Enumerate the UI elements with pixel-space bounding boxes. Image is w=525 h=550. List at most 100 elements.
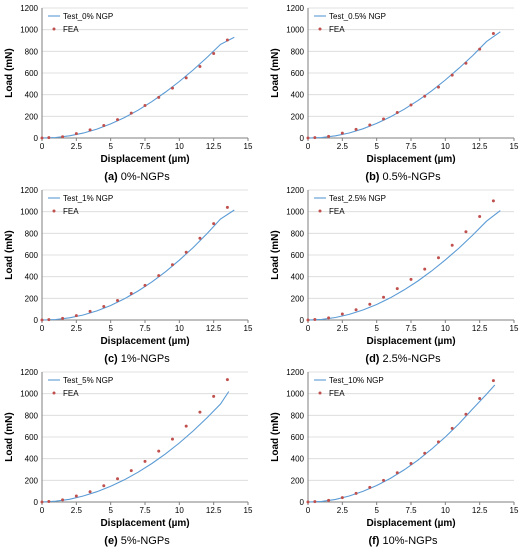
y-tick-label: 1200 <box>286 4 304 13</box>
y-tick-label: 600 <box>291 433 305 442</box>
data-point-fea <box>464 230 468 234</box>
data-point-fea <box>47 136 51 140</box>
panel-caption: (c) 1%-NGPs <box>104 353 170 365</box>
data-point-fea <box>198 410 202 414</box>
data-point-fea <box>88 309 92 313</box>
data-point-fea <box>313 317 317 321</box>
y-tick-label: 0 <box>300 498 305 507</box>
data-point-fea <box>368 123 372 127</box>
series-line-test <box>307 210 501 321</box>
data-point-fea <box>409 277 413 281</box>
legend-point-swatch <box>318 209 322 213</box>
data-point-fea <box>409 103 413 107</box>
y-tick-label: 1000 <box>20 390 38 399</box>
data-point-fea <box>184 76 188 80</box>
panel-caption: (d) 2.5%-NGPs <box>365 353 441 365</box>
data-point-fea <box>198 236 202 240</box>
x-tick-label: 12.5 <box>206 506 222 515</box>
data-point-fea <box>129 469 133 473</box>
x-tick-label: 7.5 <box>139 142 151 151</box>
data-point-fea <box>170 437 174 441</box>
x-tick-label: 12.5 <box>472 142 488 151</box>
data-point-fea <box>423 267 427 271</box>
x-tick-label: 0 <box>40 324 45 333</box>
y-tick-label: 400 <box>291 455 305 464</box>
x-axis-title: Displacement (µm) <box>100 336 189 347</box>
data-point-fea <box>368 485 372 489</box>
data-point-fea <box>47 318 51 322</box>
data-point-fea <box>157 274 161 278</box>
legend-point-swatch <box>52 27 56 31</box>
data-point-fea <box>306 500 310 504</box>
caption-text: 0.5%-NGPs <box>379 171 441 183</box>
x-tick-label: 5 <box>108 142 113 151</box>
series-line-test <box>41 391 230 503</box>
data-point-fea <box>409 462 413 466</box>
x-tick-label: 12.5 <box>472 324 488 333</box>
x-tick-label: 10 <box>441 142 450 151</box>
legend-label-test: Test_0% NGP <box>63 12 113 21</box>
y-axis-title: Load (mN) <box>270 230 281 279</box>
legend-label-test: Test_10% NGP <box>329 376 384 385</box>
data-point-fea <box>436 256 440 260</box>
caption-label: (b) <box>365 171 379 183</box>
x-tick-label: 0 <box>306 324 311 333</box>
data-point-fea <box>61 316 65 320</box>
y-tick-label: 600 <box>25 69 39 78</box>
series-line-test <box>41 209 235 321</box>
data-point-fea <box>212 222 216 226</box>
y-tick-label: 800 <box>25 411 39 420</box>
y-tick-label: 400 <box>25 455 39 464</box>
legend-point-swatch <box>318 27 322 31</box>
data-point-fea <box>88 490 92 494</box>
y-tick-label: 600 <box>25 433 39 442</box>
y-axis-title: Load (mN) <box>4 412 15 461</box>
x-axis-title: Displacement (µm) <box>100 518 189 529</box>
series-line-test <box>41 36 235 139</box>
caption-label: (f) <box>368 535 379 547</box>
data-point-fea <box>327 316 331 320</box>
series-line-test <box>307 384 496 503</box>
caption-text: 5%-NGPs <box>118 535 170 547</box>
caption-text: 1%-NGPs <box>118 353 170 365</box>
panel-caption: (b) 0.5%-NGPs <box>365 171 441 183</box>
y-tick-label: 1200 <box>286 186 304 195</box>
y-tick-label: 1200 <box>20 186 38 195</box>
data-point-fea <box>116 299 120 302</box>
data-point-fea <box>184 250 188 254</box>
y-axis-title: Load (mN) <box>4 230 15 279</box>
data-point-fea <box>61 498 65 502</box>
data-point-fea <box>395 287 399 291</box>
caption-text: 2.5%-NGPs <box>379 353 441 365</box>
data-point-fea <box>423 94 427 98</box>
data-point-fea <box>88 128 92 132</box>
x-axis-title: Displacement (µm) <box>366 336 455 347</box>
x-tick-label: 7.5 <box>405 506 417 515</box>
caption-text: 0%-NGPs <box>118 171 170 183</box>
panel-caption: (f) 10%-NGPs <box>368 535 438 547</box>
x-tick-label: 12.5 <box>472 506 488 515</box>
x-tick-label: 5 <box>374 506 379 515</box>
legend-label-fea: FEA <box>63 25 79 34</box>
y-axis-title: Load (mN) <box>4 48 15 97</box>
x-tick-label: 15 <box>244 506 253 515</box>
data-point-fea <box>340 131 344 135</box>
y-tick-label: 0 <box>300 316 305 325</box>
legend-point-swatch <box>318 391 322 395</box>
data-point-fea <box>212 394 216 398</box>
y-tick-label: 1200 <box>20 368 38 377</box>
data-point-fea <box>395 111 399 115</box>
x-tick-label: 2.5 <box>71 142 83 151</box>
x-tick-label: 7.5 <box>139 506 151 515</box>
x-tick-label: 15 <box>510 324 519 333</box>
data-point-fea <box>464 61 468 65</box>
data-point-fea <box>306 318 310 322</box>
x-tick-label: 2.5 <box>337 142 349 151</box>
legend-label-fea: FEA <box>63 207 79 216</box>
panel-caption: (a) 0%-NGPs <box>104 171 170 183</box>
legend-label-fea: FEA <box>329 389 345 398</box>
data-point-fea <box>129 291 133 295</box>
data-point-fea <box>340 496 344 500</box>
data-point-fea <box>450 73 454 77</box>
x-tick-label: 7.5 <box>139 324 151 333</box>
